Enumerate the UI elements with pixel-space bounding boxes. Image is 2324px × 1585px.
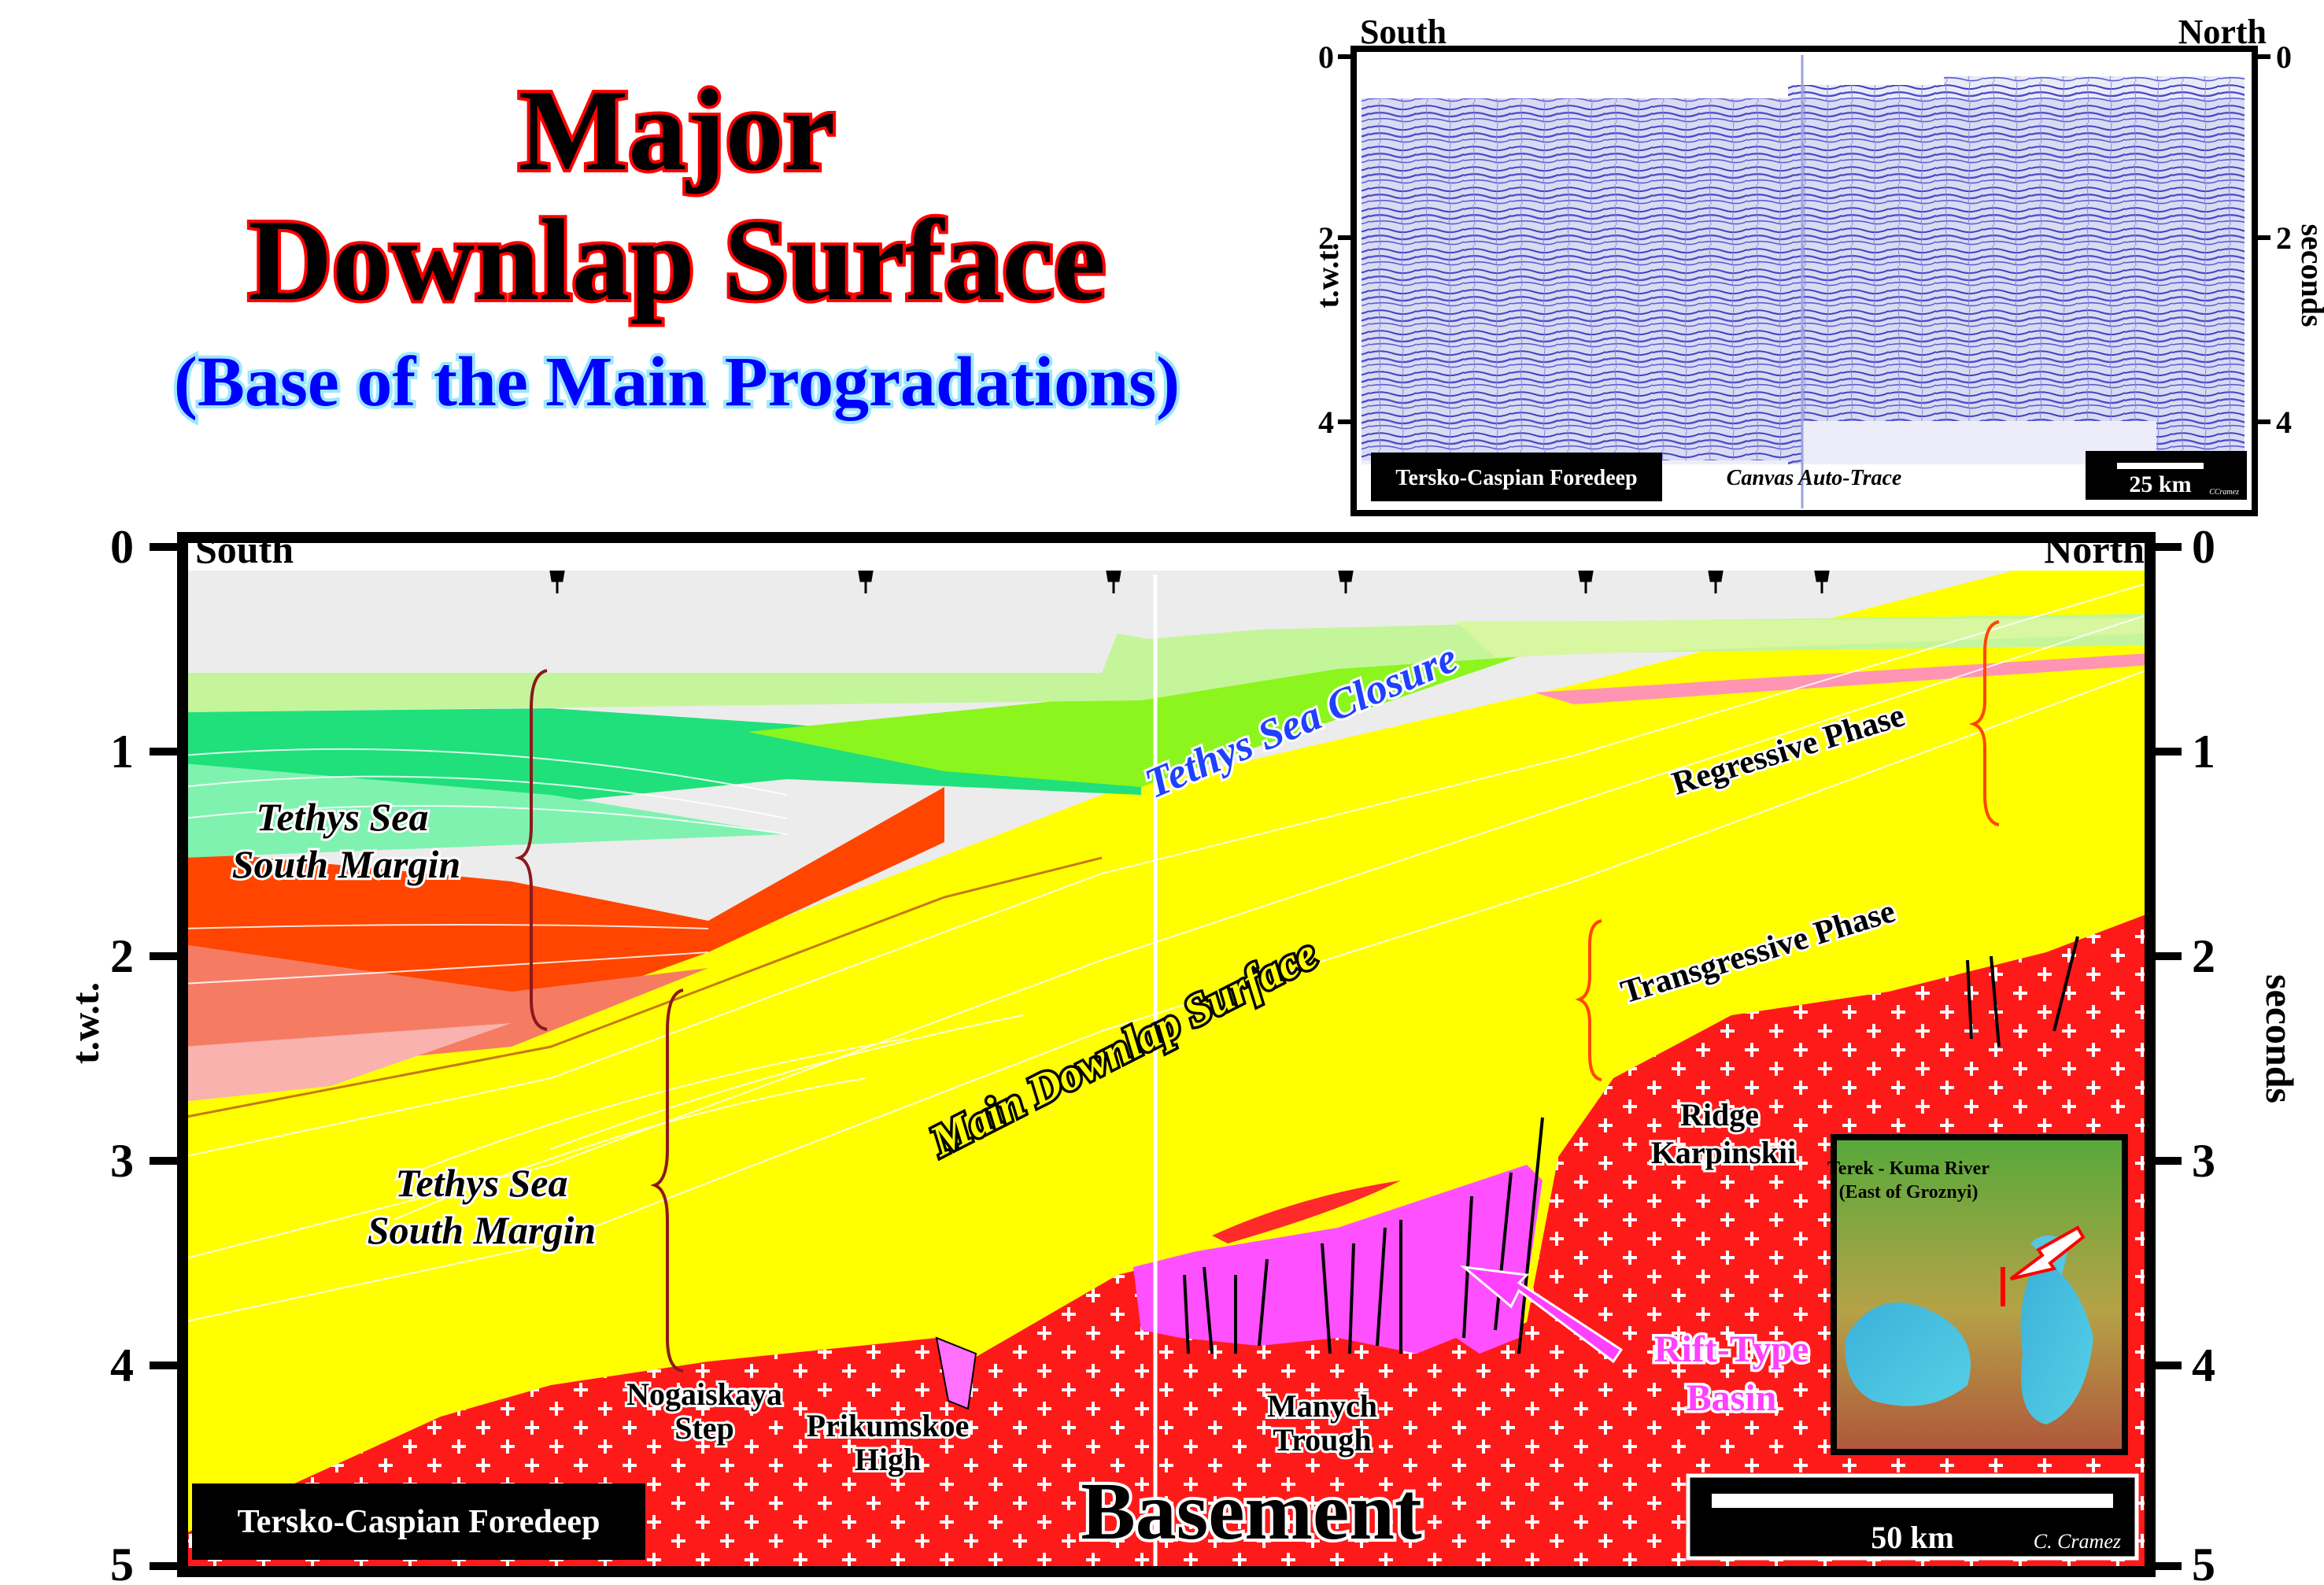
inset-left-tick-0: 0	[1318, 39, 1334, 75]
right-tick-4: 4	[2192, 1339, 2215, 1391]
section-credit: C. Cramez	[2034, 1530, 2121, 1553]
inset-north-label: North	[2178, 13, 2267, 51]
right-tick-0: 0	[2192, 521, 2215, 573]
layer-green-light	[183, 763, 787, 858]
section-caption-box	[192, 1483, 645, 1560]
inset-right-tick-0: 0	[2276, 39, 2292, 75]
left-tick-5: 5	[110, 1539, 134, 1585]
inset-scale-label: 25 km	[2129, 471, 2191, 497]
seismic-inset: South North 0 2 4 t.w.t. 0 2 4 seconds T…	[1310, 13, 2324, 516]
left-tick-3: 3	[110, 1135, 134, 1187]
location-map-inset: Terek - Kuma River (East of Groznyi)	[1827, 1134, 2128, 1455]
inset-credit: CCramez	[2209, 488, 2239, 497]
label-basement: Basement	[1081, 1466, 1422, 1557]
layer-top-strip	[1456, 618, 2150, 657]
brace-lower-left	[650, 988, 684, 1373]
brace-transgressive	[1575, 919, 1602, 1081]
inset-scale-box	[2086, 451, 2247, 500]
label-south-margin-lower-2: South Margin	[368, 1208, 596, 1252]
label-rift-1: Rift-Type	[1654, 1328, 1809, 1370]
section-left-axis: 0 1 2 3 4 5 t.w.t.	[63, 521, 183, 1585]
prikumskoe-graben	[935, 1336, 977, 1410]
label-manych-1: Manych	[1267, 1388, 1377, 1424]
right-tick-5: 5	[2192, 1539, 2215, 1585]
inset-right-tick-2: 2	[2276, 220, 2292, 256]
label-south-margin-upper-2: South Margin	[232, 842, 460, 886]
right-tick-1: 1	[2192, 726, 2215, 778]
reflector-lines	[182, 582, 2151, 1323]
inset-right-axis: 0 2 4 seconds	[2253, 39, 2324, 440]
map-inset-line-2: (East of Groznyi)	[1839, 1182, 1979, 1203]
inset-left-axis: 0 2 4 t.w.t.	[1310, 39, 1355, 440]
main-downlap-line	[182, 856, 1103, 1119]
label-prikumskoe-1: Prikumskoe	[807, 1408, 970, 1443]
map-inset-line-1: Terek - Kuma River	[1827, 1158, 1990, 1179]
left-tick-0: 0	[110, 521, 134, 573]
inset-method: Canvas Auto-Trace	[1727, 466, 1902, 490]
section-caption: Tersko-Caspian Foredeep	[238, 1504, 600, 1540]
label-south-margin-upper-1: Tethys Sea	[257, 795, 429, 839]
brace-upper-left	[514, 669, 548, 1031]
layer-lime	[748, 637, 1574, 787]
inset-left-tick-4: 4	[1318, 405, 1334, 440]
label-south-margin-lower-1: Tethys Sea	[396, 1161, 568, 1205]
inset-caption: Tersko-Caspian Foredeep	[1395, 466, 1637, 490]
inset-south-label: South	[1360, 13, 1446, 51]
brace-regressive	[1969, 620, 2000, 826]
right-tick-3: 3	[2192, 1135, 2215, 1187]
left-tick-1: 1	[110, 726, 134, 778]
label-manych-2: Trough	[1273, 1422, 1371, 1458]
normal-faults	[1183, 936, 2079, 1354]
label-prikumskoe-2: High	[855, 1442, 921, 1477]
inset-caption-box	[1371, 453, 1662, 501]
inset-right-axis-label: seconds	[2295, 224, 2324, 327]
layer-pink-margin	[183, 1023, 512, 1102]
inset-left-axis-label: t.w.t.	[1310, 242, 1345, 308]
basement-pattern	[183, 913, 2150, 1572]
label-ridge-1: Ridge	[1680, 1097, 1759, 1132]
inset-left-tick-2: 2	[1318, 220, 1334, 256]
section-scale-box	[1686, 1473, 2139, 1561]
left-axis-label: t.w.t.	[63, 982, 107, 1064]
title-line-1: Major	[519, 66, 836, 195]
label-nogaiskaya-2: Step	[674, 1410, 734, 1446]
left-tick-4: 4	[110, 1339, 134, 1391]
title-block: Major Downlap Surface (Base of the Main …	[171, 63, 1183, 424]
layer-magenta-thin	[1535, 653, 2150, 704]
title-subtitle: (Base of the Main Progradations)	[174, 343, 1180, 421]
section-scale-label: 50 km	[1871, 1520, 1954, 1555]
right-tick-2: 2	[2192, 930, 2215, 982]
rift-arrow	[1460, 1265, 1624, 1364]
geological-section: South North Tethys Sea Closure Tethys Se…	[177, 527, 2156, 1577]
map-pointer-arrow-icon	[2009, 1225, 2086, 1280]
red-stringer	[1212, 1180, 1401, 1243]
label-ridge-2: Karpinskii	[1651, 1135, 1797, 1170]
left-tick-2: 2	[110, 930, 134, 982]
title-line-2: Downlap Surface	[248, 196, 1105, 325]
label-rift-2: Basin	[1687, 1377, 1777, 1419]
label-nogaiskaya-1: Nogaiskaya	[626, 1376, 782, 1412]
section-right-axis: 0 1 2 3 4 5 seconds	[2150, 521, 2302, 1585]
inset-right-tick-4: 4	[2276, 405, 2292, 440]
right-axis-label: seconds	[2258, 974, 2302, 1103]
